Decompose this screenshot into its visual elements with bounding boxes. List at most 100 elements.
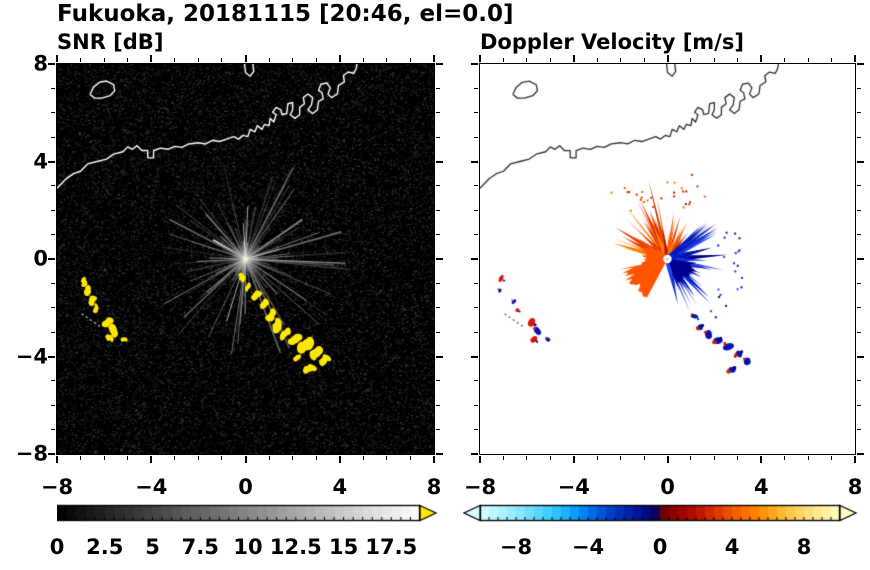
snr-plot-frame [55,62,435,455]
axis-tick [51,112,55,114]
axis-tick [268,456,270,460]
axis-tick [51,380,55,382]
axis-tick [857,258,864,260]
axis-tick [474,209,478,211]
axis-tick [386,58,388,62]
velocity-colorbar-label: −4 [571,535,605,559]
axis-tick [51,185,55,187]
velocity-colorbar [463,504,858,522]
axis-tick [474,87,478,89]
axis-tick [436,429,440,431]
x-tick-label: 0 [238,475,253,499]
axis-tick [436,258,443,260]
axis-tick [831,58,833,62]
axis-tick [409,456,411,460]
y-tick-label: 8 [33,51,48,76]
axis-tick [857,453,864,455]
axis-tick [857,87,861,89]
velocity-plot-frame [478,62,856,455]
axis-tick [436,185,440,187]
axis-tick [56,456,58,463]
axis-tick [474,307,478,309]
axis-tick [292,58,294,62]
axis-tick [857,63,864,65]
axis-tick [48,160,55,163]
axis-tick [474,282,478,284]
x-tick-label: −8 [463,475,497,499]
axis-tick [48,355,55,358]
axis-tick [436,209,440,211]
axis-tick [51,87,55,89]
axis-tick [857,331,861,333]
axis-tick [338,456,341,463]
axis-tick [479,456,481,463]
axis-tick [433,55,435,62]
snr-colorbar-label: 5 [145,535,160,559]
snr-colorbar-label: 17.5 [365,535,418,559]
snr-colorbar-label: 7.5 [181,535,219,559]
snr-panel-title: SNR [dB] [57,30,164,54]
x-tick-label: 0 [660,475,675,499]
axis-tick [471,258,478,260]
x-tick-label: 4 [753,475,769,499]
axis-tick [436,453,443,455]
axis-tick [362,58,364,62]
axis-tick [150,55,153,62]
axis-tick [502,456,504,460]
axis-tick [737,58,739,62]
axis-tick [436,307,440,309]
axis-tick [436,87,440,89]
axis-tick [857,282,861,284]
axis-tick [474,136,478,138]
velocity-colorbar-label: 0 [652,535,668,559]
axis-tick [362,456,364,460]
axis-tick [857,429,861,431]
snr-colorbar [57,504,438,522]
axis-tick [197,456,199,460]
axis-tick [831,456,833,460]
y-tick-label: −8 [15,441,48,466]
velocity-colorbar-label: 4 [724,535,740,559]
axis-tick [80,456,82,460]
y-tick-label: −4 [15,344,48,369]
x-tick-label: 4 [332,475,348,499]
figure-title: Fukuoka, 20181115 [20:46, el=0.0] [57,1,514,27]
axis-tick [51,282,55,284]
axis-tick [572,55,575,62]
axis-tick [436,355,443,358]
axis-tick [268,58,270,62]
axis-tick [854,55,856,62]
axis-tick [526,456,528,460]
axis-tick [474,404,478,406]
axis-tick [51,429,55,431]
y-tick-label: 4 [33,149,48,174]
axis-tick [643,58,645,62]
axis-tick [857,234,861,236]
axis-tick [80,58,82,62]
axis-tick [474,112,478,114]
axis-tick [760,456,763,463]
axis-tick [150,456,153,463]
velocity-panel-title: Doppler Velocity [m/s] [480,30,744,54]
velocity-colorbar-label: −8 [499,535,533,559]
axis-tick [760,55,763,62]
y-tick-label: 0 [33,246,48,271]
axis-tick [784,456,786,460]
axis-tick [386,456,388,460]
axis-tick [436,63,443,65]
axis-tick [474,429,478,431]
axis-tick [51,209,55,211]
axis-tick [51,307,55,309]
axis-tick [103,58,105,62]
axis-tick [409,58,411,62]
axis-tick [174,58,176,62]
axis-tick [315,456,317,460]
axis-tick [436,112,440,114]
axis-tick [784,58,786,62]
x-tick-label: 8 [847,475,863,499]
snr-radar-image [56,63,434,454]
axis-tick [666,55,669,62]
snr-colorbar-label: 15 [328,535,359,559]
snr-colorbar-label: 12.5 [269,535,322,559]
